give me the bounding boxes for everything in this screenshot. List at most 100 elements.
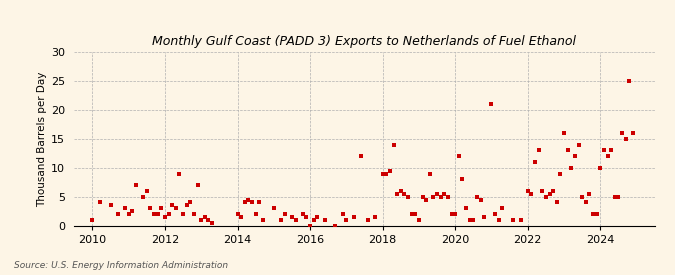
Point [406,212,417,216]
Point [439,191,450,196]
Point [414,218,425,222]
Point [381,171,392,176]
Point [192,183,203,187]
Point [312,214,323,219]
Point [555,171,566,176]
Y-axis label: Thousand Barrels per Day: Thousand Barrels per Day [37,71,47,207]
Point [446,212,457,216]
Point [490,212,501,216]
Point [254,200,265,205]
Point [130,183,141,187]
Point [551,200,562,205]
Point [628,131,639,135]
Point [573,142,584,147]
Point [203,218,214,222]
Point [236,214,246,219]
Point [148,212,159,216]
Point [185,200,196,205]
Point [620,137,631,141]
Point [479,214,489,219]
Point [468,218,479,222]
Point [493,218,504,222]
Point [443,194,454,199]
Point [392,191,402,196]
Point [298,212,308,216]
Point [475,197,486,202]
Point [533,148,544,153]
Point [127,209,138,213]
Point [304,223,315,228]
Point [530,160,541,164]
Point [269,206,279,210]
Point [450,212,460,216]
Point [472,194,483,199]
Point [279,212,290,216]
Point [356,154,367,158]
Point [599,148,610,153]
Point [286,214,297,219]
Point [159,214,170,219]
Point [330,223,341,228]
Point [207,221,217,225]
Point [156,206,167,210]
Point [435,194,446,199]
Point [167,203,178,207]
Point [232,212,243,216]
Point [576,194,587,199]
Point [163,212,174,216]
Point [153,212,163,216]
Point [170,206,181,210]
Point [182,203,192,207]
Point [403,194,414,199]
Point [588,212,599,216]
Point [508,218,518,222]
Point [522,189,533,193]
Point [240,200,250,205]
Point [142,189,153,193]
Point [602,154,613,158]
Point [544,191,555,196]
Point [87,218,98,222]
Point [624,79,634,83]
Point [432,191,443,196]
Point [580,200,591,205]
Point [613,194,624,199]
Point [341,218,352,222]
Point [290,218,301,222]
Point [338,212,348,216]
Point [548,189,559,193]
Point [417,194,428,199]
Point [566,166,576,170]
Point [570,154,580,158]
Point [425,171,435,176]
Point [486,102,497,106]
Point [559,131,570,135]
Point [301,214,312,219]
Point [497,206,508,210]
Point [95,200,105,205]
Point [370,214,381,219]
Text: Source: U.S. Energy Information Administration: Source: U.S. Energy Information Administ… [14,260,227,270]
Point [377,171,388,176]
Point [464,218,475,222]
Point [178,212,188,216]
Point [243,197,254,202]
Point [188,212,199,216]
Point [410,212,421,216]
Point [537,189,547,193]
Point [319,218,330,222]
Point [388,142,399,147]
Point [348,214,359,219]
Point [541,194,551,199]
Point [610,194,620,199]
Point [421,197,431,202]
Point [399,191,410,196]
Point [428,194,439,199]
Point [138,194,148,199]
Point [246,200,257,205]
Point [362,218,373,222]
Point [460,206,471,210]
Point [385,168,396,173]
Point [454,154,464,158]
Point [200,214,211,219]
